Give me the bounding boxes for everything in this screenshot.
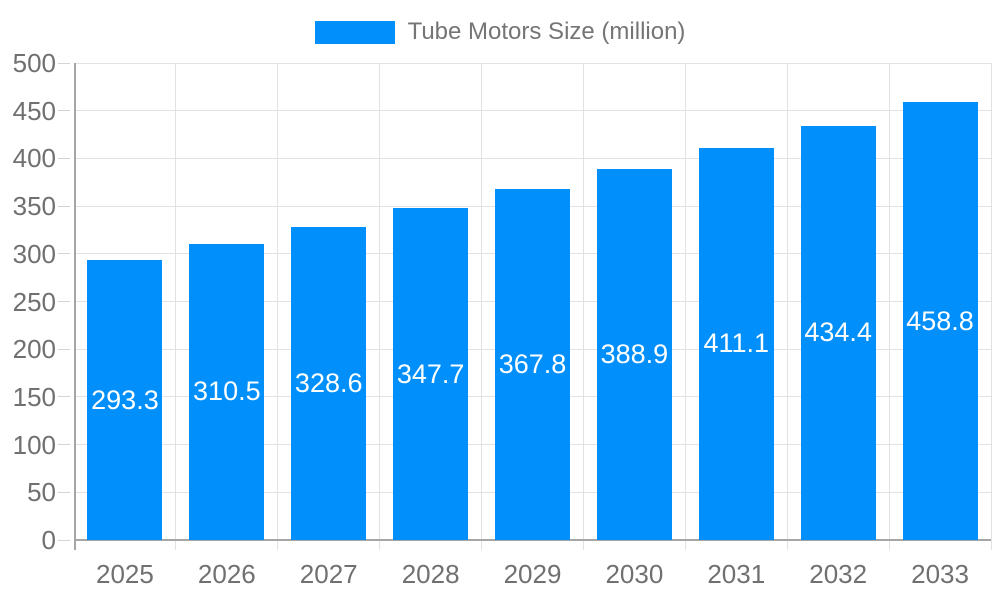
bar[interactable]: 434.4 [800, 125, 876, 540]
y-axis-tick [58, 62, 70, 64]
legend-swatch-icon [314, 20, 395, 44]
legend-label: Tube Motors Size (million) [407, 18, 686, 45]
v-gridline [888, 63, 890, 550]
y-axis-label: 450 [12, 95, 56, 126]
y-axis-label: 500 [12, 48, 56, 78]
x-axis-label: 2033 [911, 559, 969, 589]
v-gridline [277, 63, 279, 550]
y-axis-label: 0 [41, 525, 56, 555]
y-axis-tick [58, 396, 70, 398]
bar-value-label: 328.6 [294, 367, 363, 398]
x-axis-label: 2027 [299, 559, 358, 589]
bar[interactable]: 293.3 [87, 260, 163, 540]
bar[interactable]: 458.8 [902, 102, 978, 540]
y-axis-label: 50 [27, 477, 56, 508]
h-gridline [74, 157, 991, 159]
y-axis-tick [58, 205, 70, 207]
v-gridline [582, 63, 584, 550]
v-gridline [175, 63, 177, 550]
y-axis-line [74, 63, 76, 550]
v-gridline [684, 63, 686, 550]
y-axis-label: 350 [12, 191, 56, 222]
bar-value-label: 458.8 [906, 305, 974, 336]
x-axis-label: 2028 [401, 559, 460, 589]
v-gridline [379, 63, 381, 550]
bar[interactable]: 310.5 [189, 243, 265, 540]
bar[interactable]: 347.7 [393, 208, 469, 540]
v-gridline [786, 63, 788, 550]
y-axis-tick [58, 157, 70, 159]
h-gridline [74, 110, 991, 112]
x-axis-label: 2031 [707, 559, 766, 589]
bar[interactable]: 328.6 [291, 226, 367, 540]
y-axis-label: 150 [12, 381, 56, 412]
bar-value-label: 367.8 [498, 349, 567, 380]
x-axis-line [74, 539, 991, 541]
y-axis-label: 400 [12, 143, 56, 174]
legend[interactable]: Tube Motors Size (million) [0, 14, 1000, 50]
bar[interactable]: 388.9 [596, 168, 672, 540]
x-axis-label: 2032 [809, 559, 868, 589]
bar[interactable]: 367.8 [495, 189, 570, 540]
bar-value-label: 388.9 [600, 338, 669, 369]
y-axis-label: 250 [12, 286, 56, 317]
y-axis-label: 200 [12, 334, 56, 365]
x-axis-label: 2029 [503, 559, 562, 589]
bar[interactable]: 411.1 [698, 147, 774, 540]
y-axis-tick [58, 253, 70, 255]
y-axis-tick [58, 110, 70, 112]
v-gridline [481, 63, 483, 550]
bar-value-label: 434.4 [804, 317, 872, 348]
bar-value-label: 293.3 [91, 384, 159, 415]
bar-value-label: 310.5 [193, 376, 261, 407]
x-axis-label: 2025 [96, 559, 154, 589]
y-axis-tick [58, 444, 70, 446]
bar-value-label: 411.1 [703, 328, 770, 359]
v-gridline [990, 63, 992, 550]
x-axis-label: 2026 [197, 559, 256, 589]
y-axis-tick [58, 539, 70, 541]
y-axis-label: 100 [12, 429, 56, 460]
h-gridline [74, 62, 991, 64]
x-axis-label: 2030 [605, 559, 664, 589]
y-axis-tick [58, 348, 70, 350]
y-axis-tick [58, 491, 70, 493]
bar-value-label: 347.7 [396, 358, 465, 389]
y-axis-label: 300 [12, 238, 56, 269]
y-axis-tick [58, 301, 70, 302]
